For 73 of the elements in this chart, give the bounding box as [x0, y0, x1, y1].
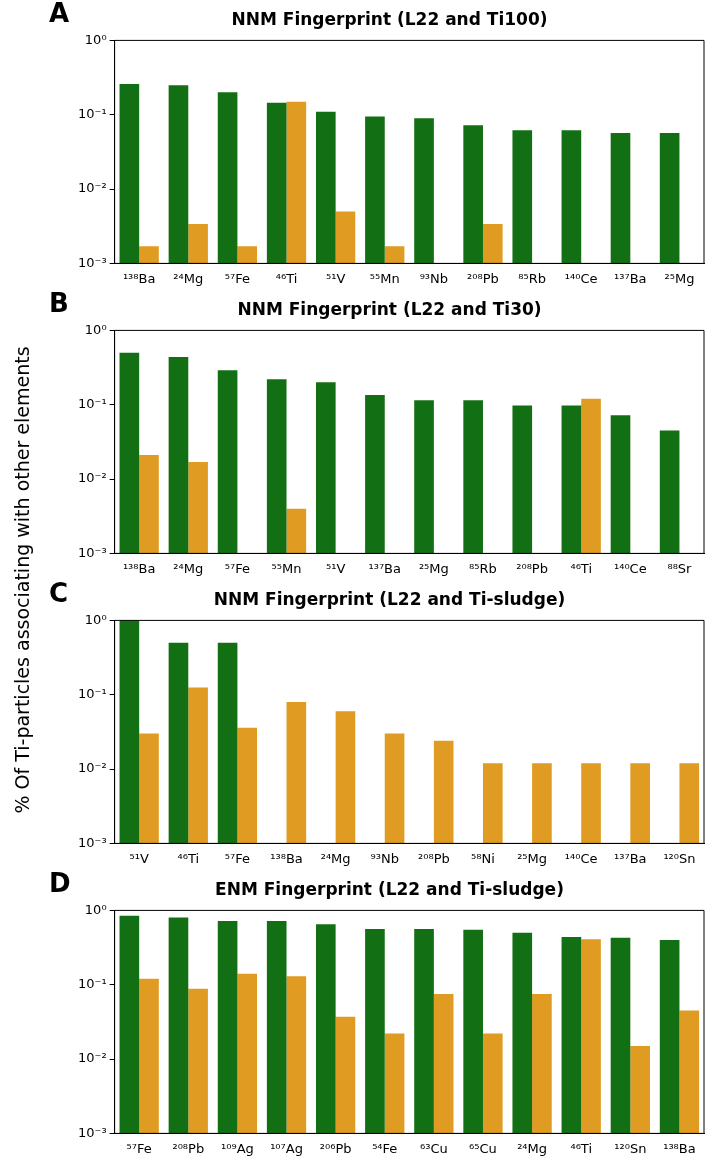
x-tick-label: ¹³⁷Ba — [368, 560, 402, 576]
x-tick-label: ²⁴Mg — [173, 560, 204, 576]
x-tick-label: ⁶³Cu — [419, 1140, 448, 1156]
text: B — [49, 287, 69, 318]
x-tick-label: ²⁴Mg — [517, 1140, 548, 1156]
y-tick-label: 10⁻² — [77, 1050, 107, 1066]
x-tick-label: ⁵¹V — [325, 270, 346, 286]
y-tick-label: 10⁻¹ — [77, 976, 107, 992]
x-tick-label: ¹³⁷Ba — [614, 850, 647, 866]
y-tick-label: 10⁻³ — [77, 544, 107, 560]
x-tick-label: ²⁵Mg — [517, 850, 548, 866]
y-tick-label: 10⁰ — [84, 901, 107, 917]
x-tick-label: ²⁵Mg — [664, 270, 695, 286]
x-tick-label: ²⁰⁸Pb — [516, 560, 548, 576]
x-tick-label: ⁵⁷Fe — [224, 270, 250, 286]
y-tick-label: 10⁻³ — [77, 254, 107, 270]
x-tick-label: ¹⁰⁹Ag — [221, 1140, 254, 1156]
x-tick-label: ⁵⁷Fe — [126, 1140, 152, 1156]
y-tick-label: 10⁻¹ — [77, 396, 107, 412]
chart-title: NNM Fingerprint (L22 and Ti-sludge) — [213, 588, 566, 609]
x-tick-label: ⁴⁶Ti — [275, 270, 298, 286]
y-tick-label: 10⁰ — [84, 611, 107, 627]
text: C — [49, 577, 69, 608]
x-tick-label: ²⁰⁸Pb — [418, 850, 450, 866]
x-tick-label: ¹²⁰Sn — [614, 1140, 647, 1156]
x-tick-label: ²⁴Mg — [173, 270, 204, 286]
x-tick-label: ²⁰⁸Pb — [172, 1140, 205, 1156]
x-tick-label: ⁴⁶Ti — [570, 560, 592, 576]
x-tick-label: ⁴⁶Ti — [570, 1140, 592, 1156]
text: D — [49, 867, 71, 898]
x-tick-label: ²⁵Mg — [418, 560, 449, 576]
y-tick-label: 10⁰ — [84, 31, 107, 47]
x-tick-label: ⁸⁵Rb — [469, 560, 497, 576]
chart-title: NNM Fingerprint (L22 and Ti100) — [231, 8, 548, 29]
x-tick-label: ⁸⁸Sr — [667, 560, 693, 576]
x-tick-label: ⁸⁵Rb — [518, 270, 546, 286]
x-tick-label: ¹⁴⁰Ce — [613, 560, 647, 576]
x-tick-label: ⁵¹V — [129, 850, 149, 866]
text: A — [49, 0, 70, 28]
x-tick-label: ¹²⁰Sn — [663, 850, 696, 866]
x-tick-label: ¹⁰⁷Ag — [270, 1140, 303, 1156]
x-tick-label: ⁶⁵Cu — [469, 1140, 497, 1156]
x-tick-label: ⁹³Nb — [370, 850, 399, 866]
x-tick-label: ⁵⁵Mn — [271, 560, 302, 576]
x-tick-label: ⁵⁸Ni — [471, 850, 495, 866]
chart-title: ENM Fingerprint (L22 and Ti-sludge) — [215, 878, 564, 899]
y-tick-label: 10⁻¹ — [77, 106, 107, 122]
y-axis-title: % Of Ti-particles associating with other elements — [11, 346, 33, 814]
x-tick-label: ²⁰⁶Pb — [319, 1140, 352, 1156]
y-tick-label: 10⁻² — [77, 470, 107, 486]
y-tick-label: 10⁰ — [84, 321, 107, 337]
y-tick-label: 10⁻³ — [77, 1124, 107, 1140]
y-tick-label: 10⁻² — [77, 760, 107, 776]
x-tick-label: ⁵⁷Fe — [224, 560, 250, 576]
y-tick-label: 10⁻³ — [77, 834, 107, 850]
x-tick-label: ⁴⁶Ti — [177, 850, 200, 866]
x-tick-label: ⁵⁵Mn — [369, 270, 400, 286]
y-tick-label: 10⁻² — [77, 180, 107, 196]
x-tick-label: ¹³⁸Ba — [663, 1140, 696, 1156]
x-tick-label: ¹³⁸Ba — [122, 270, 156, 286]
x-tick-label: ⁹³Nb — [419, 270, 449, 286]
x-tick-label: ⁵⁷Fe — [224, 850, 250, 866]
x-tick-label: ¹⁴⁰Ce — [564, 850, 598, 866]
x-tick-label: ¹³⁷Ba — [614, 270, 647, 286]
x-tick-label: ¹³⁸Ba — [122, 560, 156, 576]
x-tick-label: ²⁴Mg — [320, 850, 351, 866]
y-tick-label: 10⁻¹ — [77, 686, 107, 702]
x-tick-label: ²⁰⁸Pb — [467, 270, 499, 286]
x-tick-label: ¹⁴⁰Ce — [564, 270, 598, 286]
chart-title: NNM Fingerprint (L22 and Ti30) — [237, 298, 542, 319]
x-tick-label: ⁵¹V — [325, 560, 346, 576]
x-tick-label: ¹³⁸Ba — [270, 850, 303, 866]
x-tick-label: ⁵⁴Fe — [372, 1140, 398, 1156]
